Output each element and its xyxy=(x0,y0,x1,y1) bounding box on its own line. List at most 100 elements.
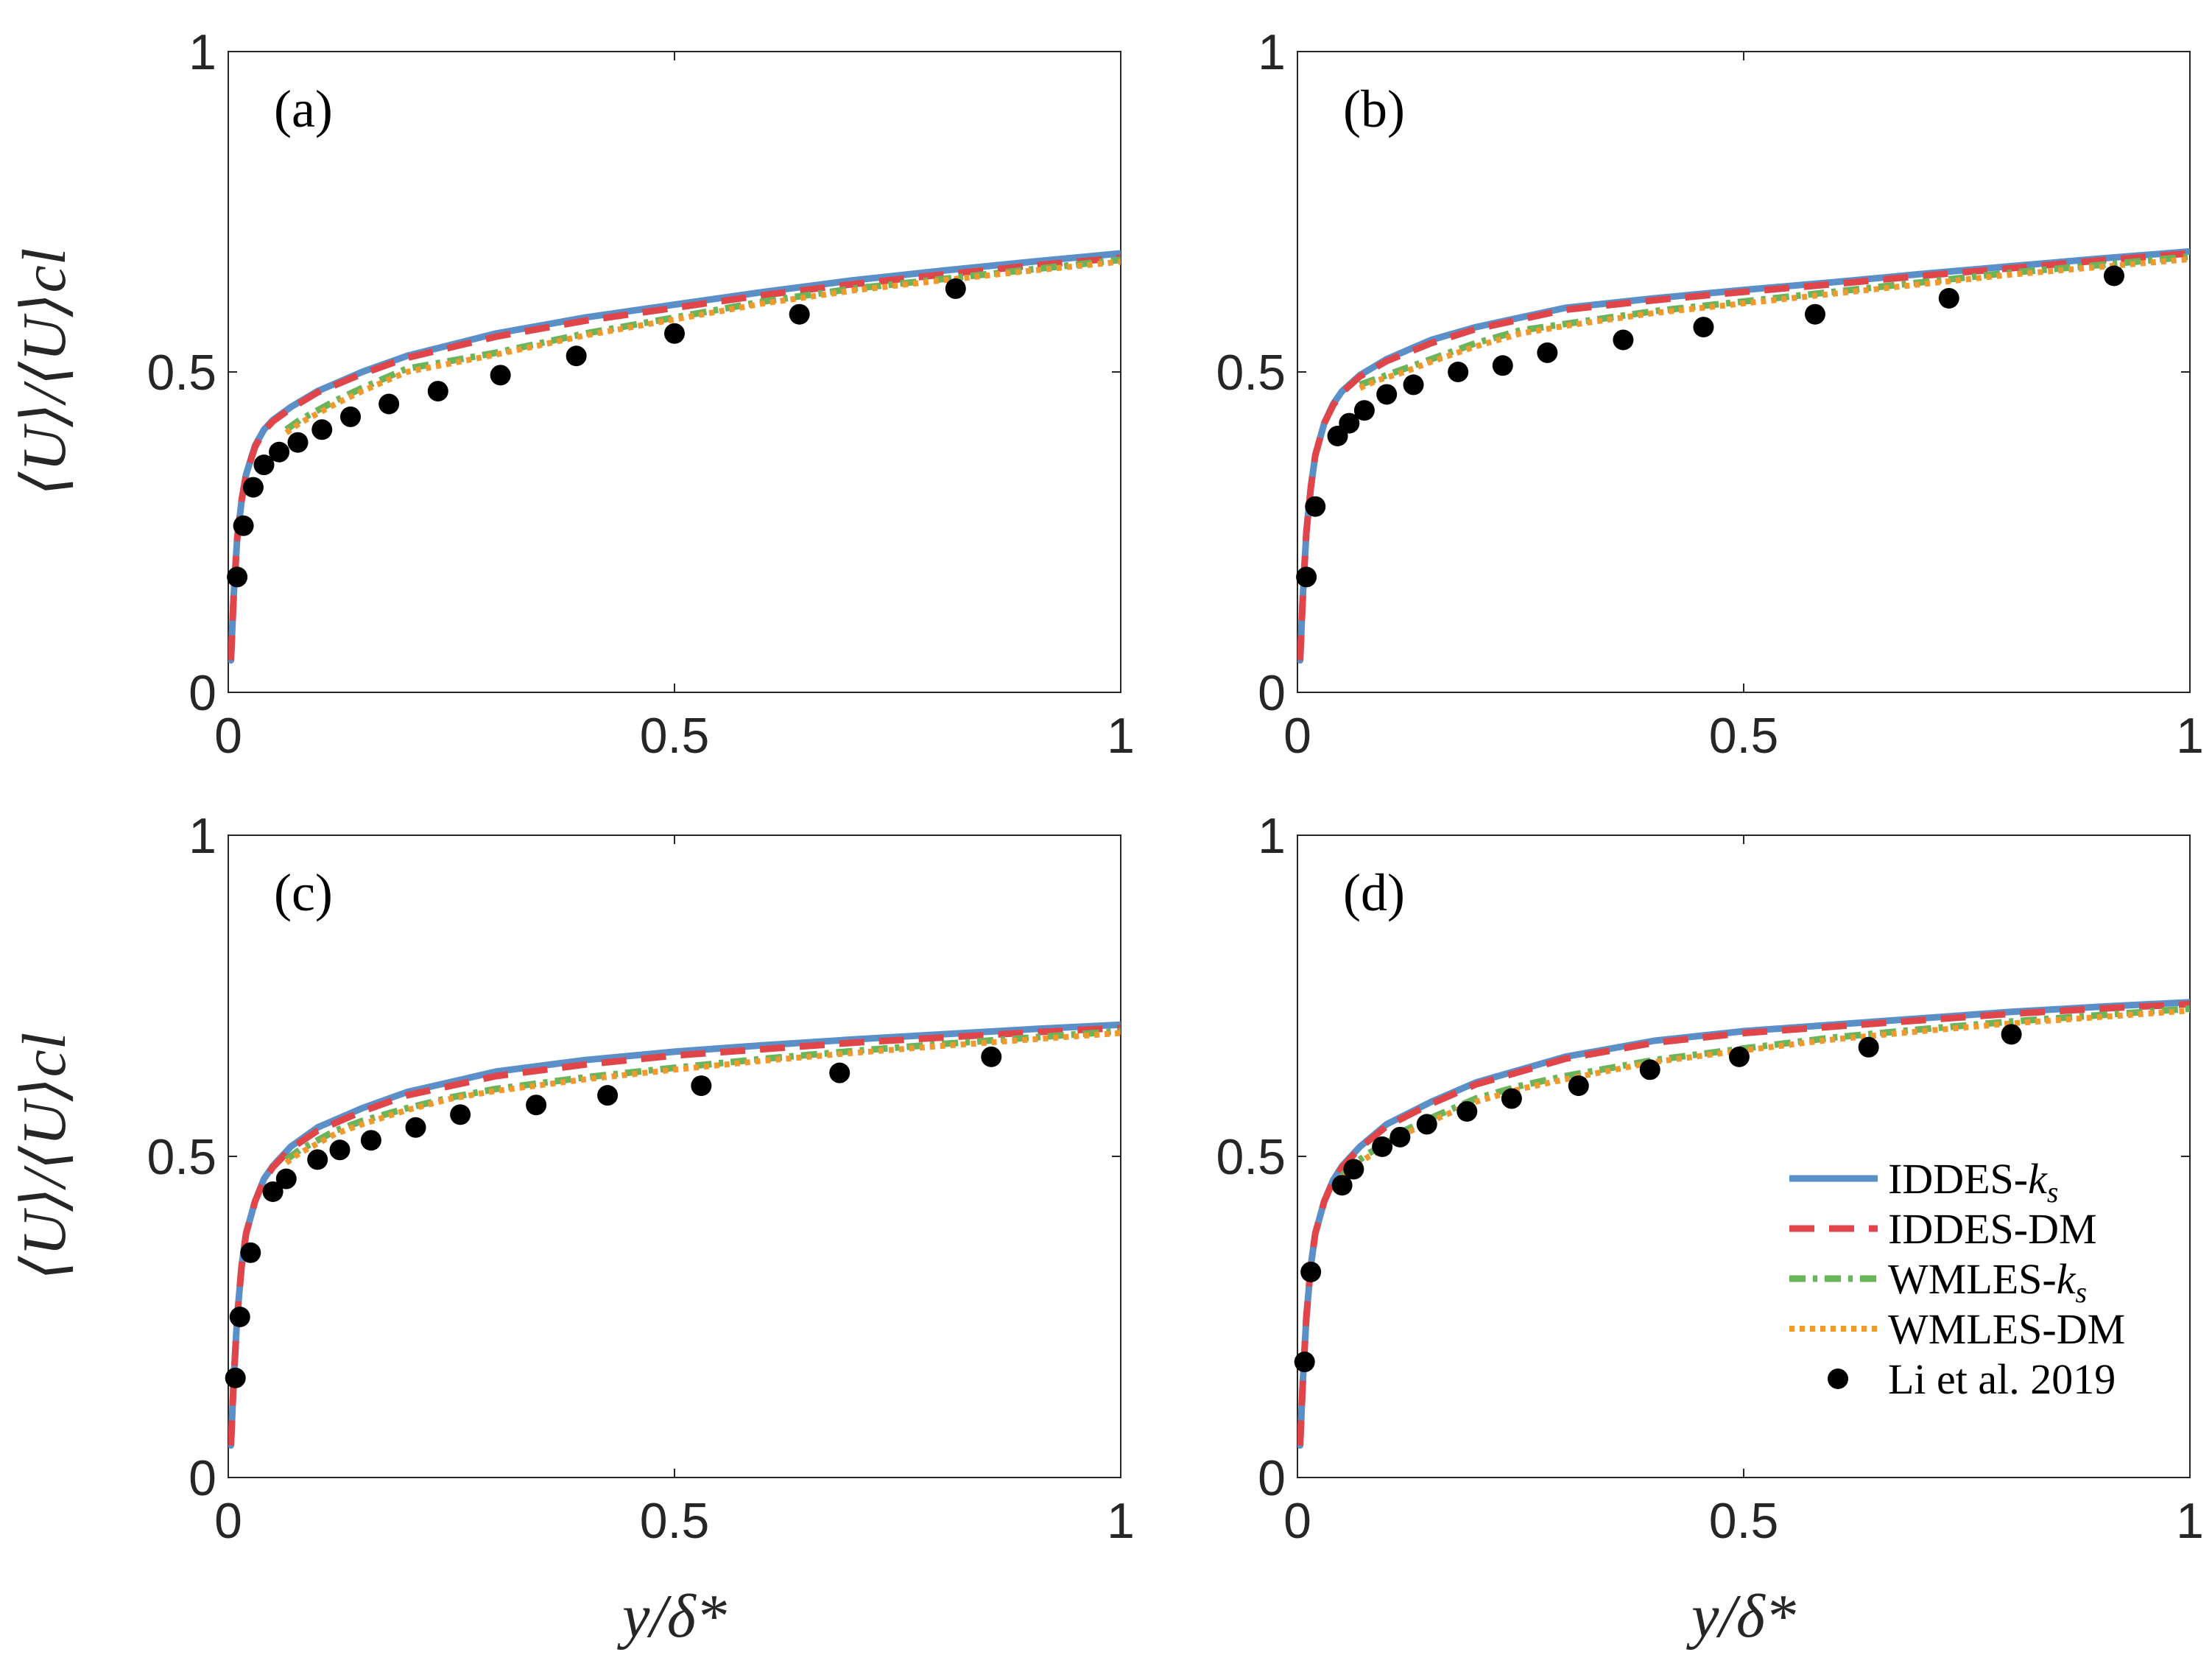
data-point-li2019 xyxy=(1296,566,1317,588)
data-point-li2019 xyxy=(1403,374,1424,396)
y-tick-label: 0.5 xyxy=(147,1129,216,1185)
data-point-li2019 xyxy=(1389,1126,1411,1148)
data-point-li2019 xyxy=(405,1117,426,1138)
x-tick-label: 1 xyxy=(1107,708,1135,764)
series-line-iddes-dm xyxy=(1297,1000,2190,1446)
data-point-li2019 xyxy=(1938,287,1959,309)
data-point-li2019 xyxy=(427,381,448,402)
series-group xyxy=(1297,247,2190,664)
data-point-li2019 xyxy=(1639,1059,1660,1081)
data-point-li2019 xyxy=(490,365,511,386)
data-point-li2019 xyxy=(240,1242,261,1263)
y-tick-label: 0.5 xyxy=(147,345,216,401)
data-point-li2019 xyxy=(229,1307,250,1327)
series-line-iddes-dm xyxy=(228,1025,1121,1446)
x-axis-label-left: y/δ* xyxy=(616,1582,727,1651)
x-tick-label: 1 xyxy=(2176,1493,2204,1549)
legend-label-wmles-ks: WMLES-ks xyxy=(1888,1255,2087,1309)
data-point-li2019 xyxy=(1693,317,1714,338)
data-point-li2019 xyxy=(2103,265,2124,287)
y-tick-label: 0 xyxy=(1258,1450,1286,1506)
x-tick-label: 0 xyxy=(214,1493,242,1549)
data-point-li2019 xyxy=(340,406,362,427)
data-point-li2019 xyxy=(233,515,254,536)
y-tick-label: 0 xyxy=(189,1450,216,1506)
x-tick-label: 1 xyxy=(2176,708,2204,764)
data-point-li2019 xyxy=(691,1075,712,1097)
y-tick-label: 1 xyxy=(1258,24,1286,80)
data-point-li2019 xyxy=(262,1181,283,1202)
x-tick-label: 0 xyxy=(214,708,242,764)
y-tick-label: 1 xyxy=(189,24,216,80)
x-tick-label: 0.5 xyxy=(640,1493,710,1549)
data-point-li2019 xyxy=(227,566,248,588)
x-axis-label-right: y/δ* xyxy=(1686,1582,1796,1651)
data-point-li2019 xyxy=(526,1094,547,1116)
y-axis-label-top: ⟨U⟩/⟨U⟩cl xyxy=(10,248,79,496)
data-point-li2019 xyxy=(269,441,290,463)
x-tick-label: 0.5 xyxy=(640,708,710,764)
series-line-wmles-dm xyxy=(284,1030,1121,1165)
x-tick-label: 0.5 xyxy=(1709,1493,1779,1549)
plot-area xyxy=(1297,51,2191,693)
data-point-li2019 xyxy=(1568,1075,1589,1097)
plot-area xyxy=(228,834,1121,1478)
data-point-li2019 xyxy=(1804,303,1825,325)
data-point-li2019 xyxy=(981,1046,1002,1067)
data-point-li2019 xyxy=(1492,355,1513,376)
data-point-li2019 xyxy=(307,1149,328,1170)
y-tick-label: 1 xyxy=(189,808,216,864)
series-line-wmles-dm xyxy=(284,259,1121,435)
series-group xyxy=(228,1021,1121,1449)
data-point-li2019 xyxy=(566,345,587,367)
y-tick-label: 0 xyxy=(1258,665,1286,721)
data-point-li2019 xyxy=(1339,412,1360,434)
y-axis-label-bottom: ⟨U⟩/⟨U⟩cl xyxy=(10,1033,79,1280)
panel-label: (b) xyxy=(1343,80,1405,138)
data-point-li2019 xyxy=(1343,1159,1364,1180)
data-point-li2019 xyxy=(945,278,966,299)
data-point-li2019 xyxy=(1537,342,1558,363)
panel-label: (a) xyxy=(274,80,333,138)
data-point-li2019 xyxy=(829,1062,850,1083)
data-point-li2019 xyxy=(450,1104,471,1125)
data-point-li2019 xyxy=(1305,496,1326,517)
data-point-li2019 xyxy=(1501,1088,1522,1109)
data-point-li2019 xyxy=(1300,1261,1322,1282)
data-point-li2019 xyxy=(378,393,400,415)
y-tick-label: 0 xyxy=(189,665,216,721)
data-point-li2019 xyxy=(253,454,275,476)
panel-b: 00 0.5 0.5 1 1 (b) xyxy=(1216,24,2203,764)
data-point-li2019 xyxy=(1331,1175,1353,1196)
panel-c: 00 0.5 0.5 1 1 (c) xyxy=(147,808,1134,1549)
data-point-li2019 xyxy=(1294,1352,1315,1373)
data-point-li2019 xyxy=(1613,329,1634,351)
series-line-iddes-dm xyxy=(228,254,1121,661)
data-point-li2019 xyxy=(664,323,685,344)
y-tick-label: 0.5 xyxy=(1216,345,1286,401)
y-tick-label: 1 xyxy=(1258,808,1286,864)
legend-label-li2019: Li et al. 2019 xyxy=(1888,1355,2116,1403)
data-point-li2019 xyxy=(1448,362,1469,382)
data-point-li2019 xyxy=(287,432,309,453)
data-point-li2019 xyxy=(329,1139,351,1161)
data-point-li2019 xyxy=(1858,1036,1879,1058)
data-point-li2019 xyxy=(597,1085,619,1106)
data-point-li2019 xyxy=(1372,1136,1393,1157)
x-tick-label: 1 xyxy=(1107,1493,1135,1549)
data-point-li2019 xyxy=(1376,384,1398,405)
x-tick-label: 0 xyxy=(1283,1493,1311,1549)
plot-area xyxy=(1297,834,2191,1478)
panel-label: (d) xyxy=(1343,863,1405,922)
legend-label-iddes-dm: IDDES-DM xyxy=(1888,1205,2097,1253)
legend-label-wmles-dm: WMLES-DM xyxy=(1888,1305,2125,1353)
x-tick-label: 0.5 xyxy=(1709,708,1779,764)
data-point-li2019 xyxy=(1457,1100,1478,1122)
data-point-li2019 xyxy=(360,1130,381,1151)
data-point-li2019 xyxy=(1728,1046,1750,1067)
series-line-iddes-dm xyxy=(1297,250,2190,661)
panel-label: (c) xyxy=(274,863,333,922)
data-point-li2019 xyxy=(311,419,333,440)
